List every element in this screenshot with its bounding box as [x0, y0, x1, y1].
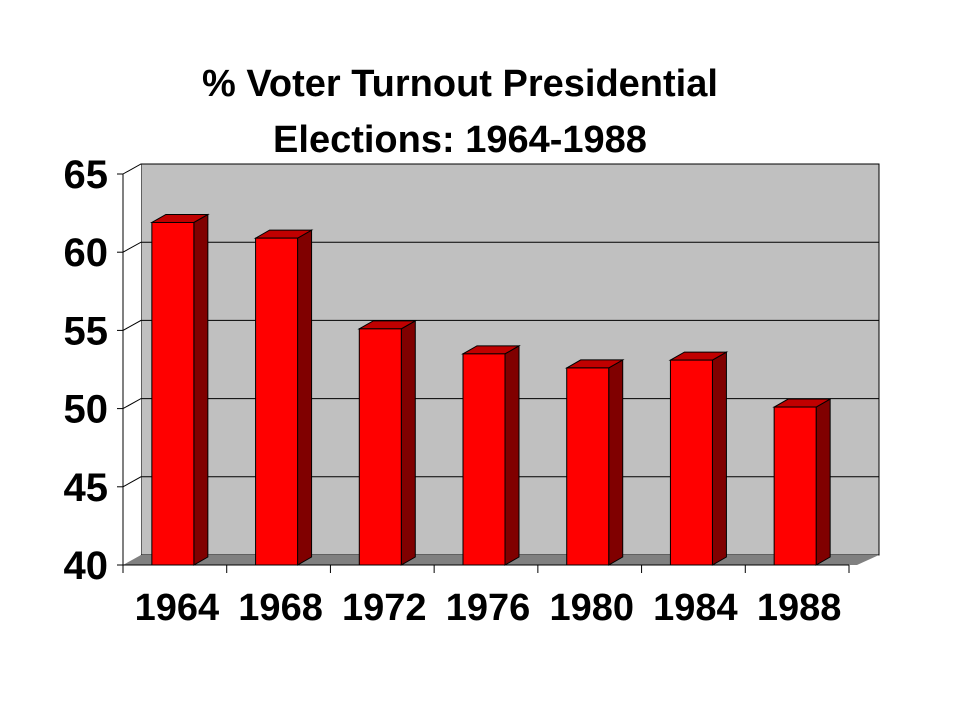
y-tick-label: 60: [64, 231, 109, 275]
y-tick-label: 40: [64, 544, 109, 588]
gridline: [122, 163, 879, 175]
bar-1976: [461, 344, 521, 566]
y-tick-label: 45: [64, 466, 109, 510]
bar-1972: [357, 319, 418, 566]
chart-title: % Voter Turnout Presidential Elections: …: [0, 56, 920, 168]
bar-side: [711, 351, 727, 566]
gridline: [122, 319, 879, 331]
bar-1964: [149, 213, 210, 566]
bars: [149, 213, 833, 566]
gridline: [122, 398, 879, 410]
chart-title-line-2: Elections: 1964-1988: [273, 119, 647, 161]
bar-side: [297, 229, 313, 566]
bar-front: [255, 237, 299, 566]
bar-side: [815, 398, 831, 566]
bar-front: [151, 221, 195, 566]
x-tick-label: 1968: [238, 587, 323, 629]
bar-1968: [253, 229, 314, 566]
x-tick-label: 1984: [653, 587, 738, 629]
x-axis-tick-labels: 1964 1968 1972 1976 1980 1984 1988: [135, 587, 842, 629]
bar-side: [193, 213, 209, 566]
x-tick-label: 1976: [446, 587, 531, 629]
x-tick-label: 1988: [757, 587, 842, 629]
x-tick-label: 1980: [549, 587, 634, 629]
bar-side: [400, 319, 416, 566]
x-tick-label: 1964: [135, 587, 220, 629]
bar-front: [358, 328, 402, 566]
bar-1988: [772, 398, 833, 566]
gridlines: [122, 163, 879, 488]
bar-side: [608, 359, 624, 566]
bar-1980: [564, 359, 625, 566]
gridline: [122, 476, 879, 488]
bar-front: [462, 353, 506, 566]
y-tick-label: 50: [64, 388, 109, 432]
chart-title-line-1: % Voter Turnout Presidential: [202, 63, 718, 105]
x-tick-label: 1972: [342, 587, 427, 629]
y-tick-label: 55: [64, 309, 109, 353]
y-axis-tick-labels: 40 45 50 55 60 65: [64, 153, 109, 588]
bar-1984: [668, 351, 729, 566]
bar-front: [566, 367, 610, 566]
bar-front: [773, 406, 817, 566]
bar-side: [504, 344, 520, 566]
bar-front: [669, 359, 713, 566]
gridline: [122, 241, 879, 253]
y-tick-label: 65: [64, 153, 109, 197]
side-wall: [123, 164, 141, 565]
